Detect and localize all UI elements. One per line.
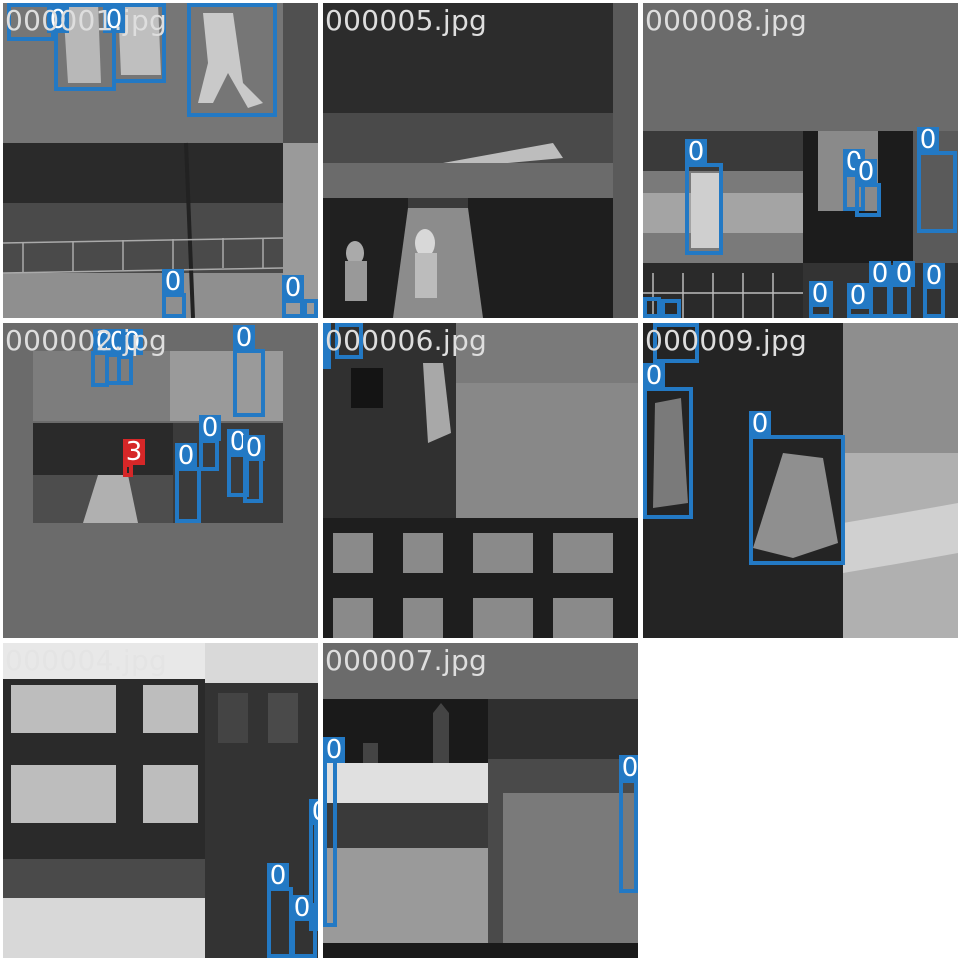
class-label: 0: [47, 7, 69, 33]
class-label: 0: [233, 325, 255, 351]
class-label: 0: [923, 263, 945, 289]
mosaic-tile-000008: 0 0 0 0 0 0 0 0 0 000008.jpg: [643, 3, 958, 318]
class-label: 0: [847, 283, 869, 309]
class-label: 0: [749, 411, 771, 437]
class-label: 0: [291, 895, 313, 921]
detection-box: [282, 299, 304, 318]
thermal-scene-image: [3, 323, 318, 638]
class-label: 0: [917, 127, 939, 153]
detection-box: [123, 463, 133, 477]
mosaic-tile-000005: 000005.jpg: [323, 3, 638, 318]
detection-box: [749, 435, 845, 565]
detection-box: [187, 3, 277, 117]
detection-box: [162, 293, 186, 318]
class-label: 0: [869, 261, 891, 287]
detection-box: [323, 759, 337, 927]
thermal-scene-image: [643, 323, 958, 638]
filename-label: 000005.jpg: [325, 4, 488, 37]
thermal-scene-image: [3, 3, 318, 318]
detection-box: [653, 323, 699, 363]
class-label: 0: [309, 799, 318, 825]
thermal-scene-image: [323, 643, 638, 958]
mosaic-tile-000007: 0 0 000007.jpg: [323, 643, 638, 958]
thermal-scene-image: [3, 643, 318, 958]
class-label: 3: [123, 439, 145, 465]
mosaic-tile-000001: 0 0 0 0 000001.jpg: [3, 3, 318, 318]
detection-box: [243, 457, 263, 503]
filename-label: 000004.jpg: [5, 644, 168, 677]
class-label: 0: [323, 737, 345, 763]
detection-box: [661, 299, 681, 318]
detection-box: [175, 467, 201, 523]
filename-label: 000007.jpg: [325, 644, 488, 677]
class-label: 0: [199, 415, 221, 441]
mosaic-tile-000002: 0 0 0 0 3 0 0 0 0 000002.jpg: [3, 323, 318, 638]
mosaic-tile-000006: 000006.jpg: [323, 323, 638, 638]
class-label: 0: [643, 363, 665, 389]
filename-label: 000009.jpg: [645, 324, 808, 357]
detection-box: [619, 779, 638, 893]
class-label: 0: [619, 755, 638, 781]
detection-box: [917, 151, 957, 233]
filename-label: 000008.jpg: [645, 4, 808, 37]
detection-box: [843, 173, 865, 211]
class-label: 0: [267, 863, 289, 889]
detection-box: [117, 355, 133, 385]
filename-label: 000002.jpg: [5, 324, 168, 357]
class-label: 0: [243, 435, 265, 461]
detection-box: [685, 163, 723, 255]
mosaic-tile-000009: 0 0 000009.jpg: [643, 323, 958, 638]
class-label: 0: [893, 261, 915, 287]
mosaic-tile-000004: 0 0 0 000004.jpg: [3, 643, 318, 958]
detection-box: [112, 3, 166, 83]
detection-box: [227, 453, 249, 497]
thermal-scene-image: [323, 323, 638, 638]
detection-box: [199, 439, 219, 471]
detection-box: [267, 887, 293, 958]
detection-box: [855, 183, 881, 217]
detection-box: [335, 323, 363, 359]
class-label: 0: [855, 159, 877, 185]
class-label: 0: [175, 443, 197, 469]
thermal-scene-image: [323, 3, 638, 318]
class-label: 0: [809, 281, 831, 307]
class-label: 0: [685, 139, 707, 165]
detection-box: [303, 299, 318, 318]
class-label: 0: [162, 269, 184, 295]
filename-label: 000001.jpg: [5, 4, 168, 37]
detection-box: [643, 297, 661, 318]
detection-box: [233, 349, 265, 417]
class-label: 0: [121, 329, 143, 355]
class-label: 0: [282, 275, 304, 301]
class-label: 0: [103, 7, 125, 33]
detection-box: [643, 387, 693, 519]
filename-label: 000006.jpg: [325, 324, 488, 357]
detection-box: [323, 323, 331, 369]
